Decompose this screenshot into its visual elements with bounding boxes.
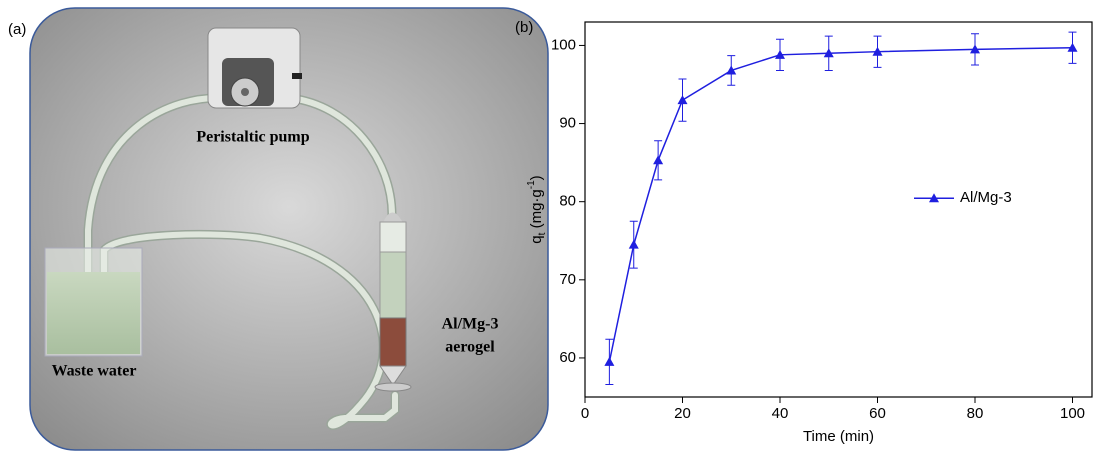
legend-marker — [929, 193, 939, 203]
data-point — [823, 48, 834, 58]
series-line — [608, 47, 1073, 362]
data-point — [970, 44, 980, 54]
y-tick-label: 100 — [551, 36, 576, 53]
panel-label: (a) — [8, 21, 26, 38]
pump — [207, 27, 302, 109]
y-tick-label: 90 — [559, 115, 576, 132]
y-axis-label: qt (mg·g-1) — [526, 175, 548, 243]
y-tick-label: 60 — [559, 349, 576, 366]
data-point — [653, 155, 664, 165]
y-axis-label-part: -1 — [526, 180, 537, 189]
x-tick-label: 100 — [1060, 405, 1085, 422]
beaker — [44, 247, 143, 357]
x-tick-label: 0 — [581, 405, 589, 422]
y-axis-label-part: (mg·g — [528, 189, 545, 232]
data-point — [872, 46, 883, 56]
diagram: (a) Peristaltic pump Waste water Al/Mg-3… — [8, 7, 549, 451]
y-axis-label-part: ) — [528, 175, 545, 180]
x-tick-label: 40 — [772, 405, 789, 422]
y-axis-label-part: t — [537, 232, 548, 235]
tubes — [83, 93, 400, 430]
data-point — [628, 239, 639, 249]
x-tick-label: 20 — [674, 405, 691, 422]
beaker-label: Waste water — [52, 363, 137, 380]
data-point — [677, 95, 688, 105]
chart: (b) 0 20 40 60 80 100 60 70 80 90 100 Time (min) qt … — [515, 19, 1093, 445]
pump-label: Peristaltic pump — [196, 129, 309, 146]
column-label: aerogel — [445, 339, 495, 356]
data-point — [1067, 42, 1078, 52]
diagram-frame — [29, 7, 549, 451]
y-tick-label: 80 — [559, 193, 576, 210]
legend-label: Al/Mg-3 — [960, 189, 1012, 206]
y-axis-label-part: q — [528, 235, 545, 243]
plot-frame — [584, 21, 1093, 398]
panel-label: (b) — [515, 19, 533, 36]
column — [374, 212, 412, 392]
y-tick-label: 70 — [559, 271, 576, 288]
data-point — [775, 49, 785, 59]
x-tick-label: 80 — [967, 405, 984, 422]
column-label: Al/Mg-3 — [442, 316, 499, 333]
data-point — [726, 65, 737, 75]
x-tick-label: 60 — [869, 405, 886, 422]
x-axis-label: Time (min) — [803, 428, 874, 445]
data-point — [604, 356, 615, 366]
